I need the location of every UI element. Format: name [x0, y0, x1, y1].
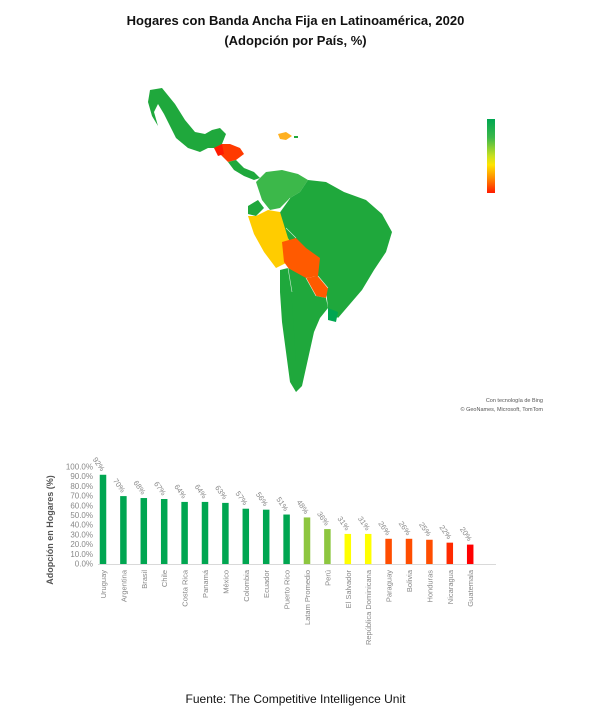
y-tick-label: 90.0%	[70, 472, 93, 481]
bar	[283, 514, 290, 564]
x-category-label: Panamá	[201, 569, 210, 598]
y-tick-label: 100.0%	[66, 463, 93, 472]
x-category-label: República Dominicana	[364, 569, 373, 645]
map-chile	[280, 268, 300, 392]
title-line-1: Hogares con Banda Ancha Fija en Latinoam…	[126, 13, 465, 28]
bar	[405, 538, 413, 564]
y-tick-label: 80.0%	[70, 482, 93, 491]
adoption-bar-chart: Adopción en Hogares (%) 0.0%10.0%20.0%30…	[45, 455, 496, 645]
y-tick-label: 60.0%	[70, 501, 93, 510]
bar	[160, 499, 168, 564]
y-tick-label: 30.0%	[70, 530, 93, 539]
x-category-label: Argentina	[119, 569, 128, 602]
map-ecuador	[248, 200, 264, 216]
bar-value-label: 26%	[397, 519, 413, 537]
x-category-label: Perú	[323, 570, 332, 586]
y-tick-label: 20.0%	[70, 540, 93, 549]
x-category-label: Latam Promedio	[303, 570, 312, 625]
bar	[446, 542, 454, 564]
bar-value-label: 48%	[295, 498, 311, 516]
bar	[262, 509, 270, 564]
map-mexico	[148, 88, 226, 152]
bar	[181, 501, 188, 564]
y-axis-label: Adopción en Hogares (%)	[45, 475, 55, 585]
map-credit-bing: Con tecnología de Bing	[485, 398, 543, 404]
map-color-scale	[487, 119, 495, 193]
x-category-label: Brasil	[140, 570, 149, 589]
bar-value-label: 92%	[91, 455, 107, 473]
bar	[426, 539, 433, 564]
map-credit-sources: © GeoNames, Microsoft, TomTom	[460, 407, 544, 413]
map-peru	[248, 210, 290, 268]
bar-value-label: 64%	[193, 483, 209, 501]
x-category-label: Colombia	[242, 569, 251, 602]
bar-value-label: 36%	[315, 510, 331, 528]
map-puerto-rico	[294, 136, 298, 138]
bar	[242, 508, 250, 564]
bar	[120, 496, 127, 564]
map-bolivia	[282, 238, 320, 278]
bar	[99, 474, 107, 564]
bar-value-label: 20%	[458, 525, 474, 543]
bar-value-label: 51%	[274, 495, 290, 513]
bar	[364, 533, 372, 564]
bar-value-label: 31%	[356, 515, 372, 533]
title-line-2: (Adopción por País, %)	[224, 33, 367, 48]
map-uruguay	[328, 308, 338, 322]
x-category-label: Ecuador	[262, 570, 271, 598]
map-guatemala	[214, 144, 224, 156]
bar-value-label: 64%	[172, 483, 188, 501]
bar	[140, 498, 148, 564]
map-colombia-venezuela	[256, 170, 308, 210]
map-brazil	[280, 180, 392, 318]
bar	[466, 544, 474, 564]
y-tick-label: 10.0%	[70, 550, 93, 559]
bar-value-label: 57%	[234, 489, 250, 507]
bar	[385, 538, 392, 564]
x-category-label: Costa Rica	[181, 569, 190, 607]
map-caribbean	[278, 132, 292, 140]
x-category-label: Chile	[160, 570, 169, 587]
map-argentina	[288, 268, 328, 392]
bar	[324, 529, 331, 564]
bar-value-label: 63%	[213, 484, 229, 502]
y-tick-label: 0.0%	[75, 560, 93, 569]
bar	[201, 501, 209, 564]
x-category-label: Honduras	[425, 570, 434, 603]
bar-value-label: 22%	[438, 523, 454, 541]
x-category-label: Puerto Rico	[283, 570, 292, 609]
bar	[222, 502, 229, 564]
bar-value-label: 26%	[376, 519, 392, 537]
x-category-label: Uruguay	[99, 570, 108, 599]
y-tick-label: 70.0%	[70, 492, 93, 501]
bar-value-label: 56%	[254, 490, 270, 508]
map-costa-rica-panama	[228, 160, 260, 180]
latin-america-map	[148, 88, 392, 392]
chart-title: Hogares con Banda Ancha Fija en Latinoam…	[0, 11, 591, 51]
x-category-label: El Salvador	[344, 570, 353, 609]
bar	[344, 533, 352, 564]
x-category-label: Nicaragua	[446, 569, 455, 604]
bar	[303, 517, 311, 564]
source-note: Fuente: The Competitive Intelligence Uni…	[185, 692, 406, 706]
bar-value-label: 67%	[152, 480, 168, 498]
x-category-label: Paraguay	[385, 570, 394, 602]
bar-value-label: 31%	[336, 515, 352, 533]
bar-value-label: 68%	[132, 479, 148, 497]
x-category-label: México	[221, 570, 230, 594]
y-tick-label: 40.0%	[70, 521, 93, 530]
bar-value-label: 25%	[417, 520, 433, 538]
y-tick-label: 50.0%	[70, 511, 93, 520]
x-category-label: Guatemala	[466, 569, 475, 607]
bar-value-label: 70%	[111, 477, 127, 495]
x-category-label: Bolivia	[405, 569, 414, 592]
